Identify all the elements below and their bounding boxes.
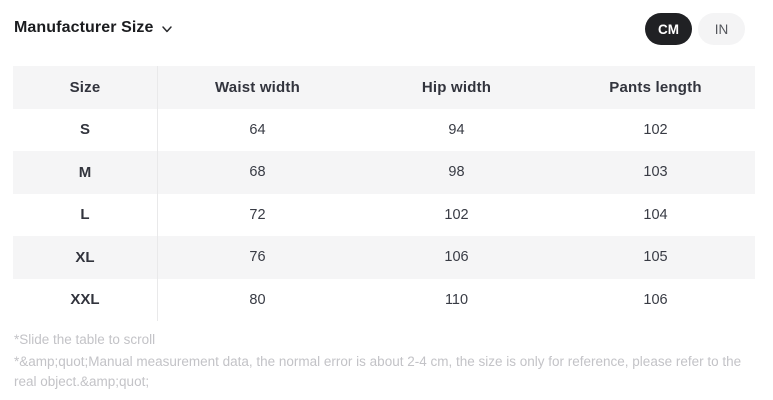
table-row-xl-waist: 76 [158, 236, 357, 279]
table-row-xl-size: XL [13, 236, 158, 279]
column-header-waist-width: Waist width [158, 66, 357, 109]
table-row-l-pants: 104 [556, 193, 755, 236]
table-row-l-size: L [13, 193, 158, 236]
scroll-hint-note: *Slide the table to scroll [14, 332, 156, 347]
chevron-down-icon[interactable] [161, 23, 173, 35]
column-header-hip-width: Hip width [357, 66, 556, 109]
unit-toggle: CM IN [645, 13, 745, 45]
table-row-m-waist: 68 [158, 151, 357, 194]
column-header-size: Size [13, 66, 158, 109]
table-row-s-waist: 64 [158, 108, 357, 151]
table-row-m-hip: 98 [357, 151, 556, 194]
table-row-xxl-size: XXL [13, 278, 158, 321]
in-unit-button[interactable]: IN [698, 13, 745, 45]
footnotes: *Slide the table to scroll *&amp;quot;Ma… [14, 330, 757, 394]
table-row-s-size: S [13, 108, 158, 151]
table-row-l-waist: 72 [158, 193, 357, 236]
table-row-xxl-waist: 80 [158, 278, 357, 321]
column-header-pants-length: Pants length [556, 66, 755, 109]
table-row-m-pants: 103 [556, 151, 755, 194]
size-chart-topbar: Manufacturer Size CM IN [0, 0, 773, 58]
table-row-xl-hip: 106 [357, 236, 556, 279]
manufacturer-size-title: Manufacturer Size [14, 19, 154, 36]
cm-unit-button[interactable]: CM [645, 13, 692, 45]
table-row-xxl-pants: 106 [556, 278, 755, 321]
size-table[interactable]: Size Waist width Hip width Pants length … [13, 66, 755, 321]
table-row-m-size: M [13, 151, 158, 194]
manufacturer-size-dropdown[interactable]: Manufacturer Size [14, 19, 173, 37]
measurement-note: *&amp;quot;Manual measurement data, the … [14, 354, 742, 389]
table-row-l-hip: 102 [357, 193, 556, 236]
table-row-s-hip: 94 [357, 108, 556, 151]
table-row-xxl-hip: 110 [357, 278, 556, 321]
table-row-s-pants: 102 [556, 108, 755, 151]
table-row-xl-pants: 105 [556, 236, 755, 279]
